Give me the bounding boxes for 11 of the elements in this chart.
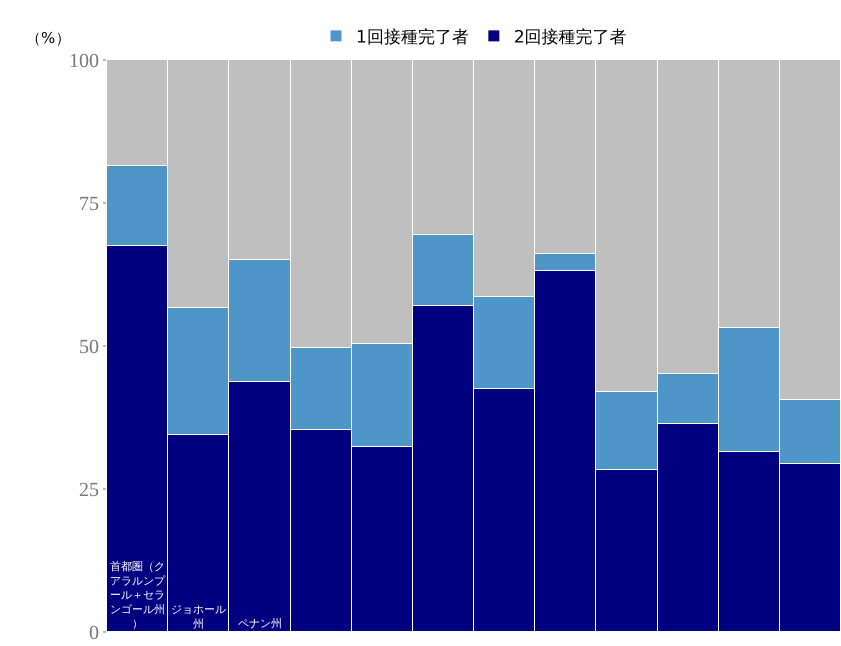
y-tick-label: 75 — [79, 193, 99, 215]
y-tick-label: 0 — [89, 622, 99, 644]
x-tick-label: ジョホール州 — [171, 603, 226, 630]
y-tick-label: 100 — [69, 50, 99, 72]
y-tick-label: 25 — [79, 479, 99, 501]
y-axis-title: （%） — [26, 29, 70, 47]
x-tick-label: ペナン州 — [238, 617, 282, 630]
y-tick-label: 50 — [79, 336, 99, 358]
legend-label: 2回接種完了者 — [514, 27, 627, 48]
x-tick-label: 首都圏（クアラルンプール＋セランゴール州） — [110, 560, 166, 630]
legend-label: 1回接種完了者 — [356, 27, 469, 48]
